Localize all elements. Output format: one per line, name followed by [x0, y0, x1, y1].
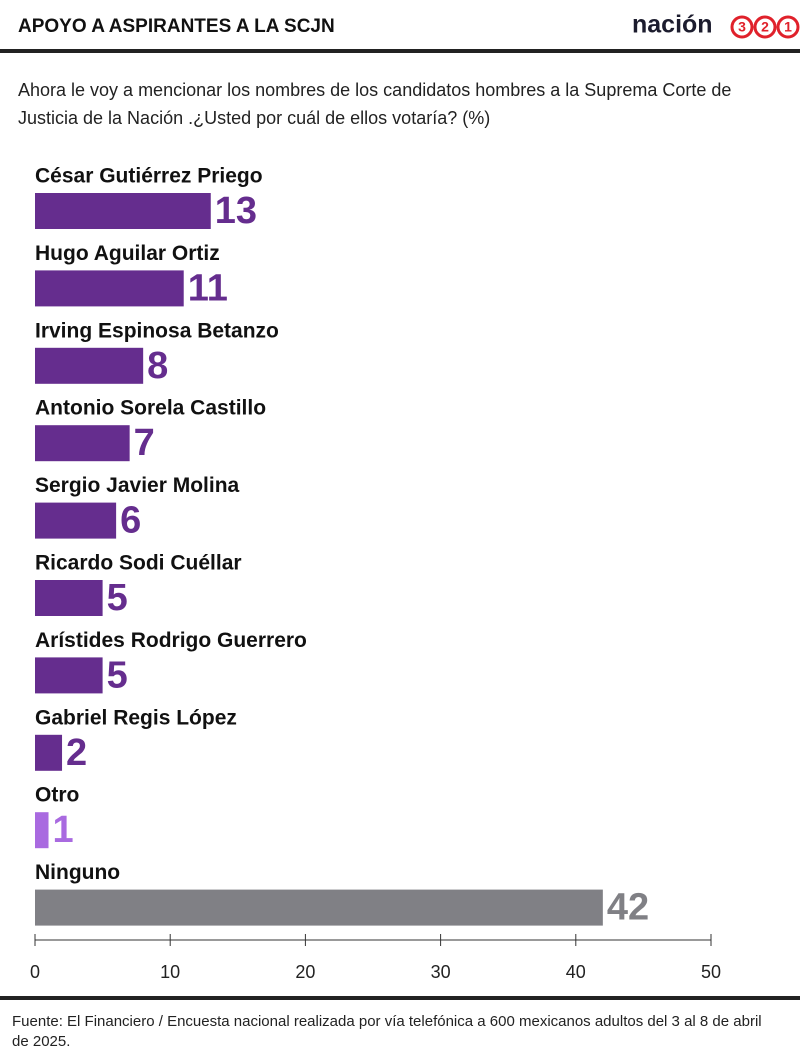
logo-digit: 1 [784, 19, 792, 35]
logo-text: nación [632, 11, 713, 39]
x-tick-label: 0 [30, 962, 40, 982]
logo: nación 3 2 1 [632, 11, 800, 39]
value-label: 2 [66, 732, 87, 774]
logo-digit: 2 [761, 19, 769, 35]
logo-circle [776, 15, 800, 39]
bar [35, 657, 103, 694]
bar [35, 270, 184, 307]
category-label: Irving Espinosa Betanzo [35, 319, 279, 342]
x-tick-label: 30 [431, 962, 451, 982]
value-label: 5 [107, 577, 128, 619]
bar [35, 347, 144, 384]
value-label: 11 [188, 267, 228, 309]
category-label: César Gutiérrez Priego [35, 165, 263, 188]
category-label: Sergio Javier Molina [35, 474, 240, 497]
value-label: 6 [120, 500, 141, 542]
logo-circle [730, 15, 754, 39]
category-label: Ricardo Sodi Cuéllar [35, 552, 242, 575]
bar [35, 734, 63, 771]
bar [35, 889, 603, 926]
bar [35, 812, 49, 849]
category-label: Ninguno [35, 861, 120, 884]
value-label: 7 [134, 422, 155, 464]
header-title: APOYO A ASPIRANTES A LA SCJN [18, 16, 335, 37]
logo-circle [753, 15, 777, 39]
x-tick-label: 50 [701, 962, 721, 982]
logo-digit: 3 [738, 19, 746, 35]
x-tick-label: 40 [566, 962, 586, 982]
category-label: Antonio Sorela Castillo [35, 397, 266, 420]
value-label: 42 [607, 887, 649, 929]
category-label: Hugo Aguilar Ortiz [35, 242, 220, 265]
value-label: 1 [53, 809, 74, 851]
chart-subtitle: Ahora le voy a mencionar los nombres de … [18, 80, 732, 128]
value-label: 5 [107, 654, 128, 696]
category-label: Gabriel Regis López [35, 706, 237, 729]
bar [35, 193, 211, 229]
category-label: Arístides Rodrigo Guerrero [35, 629, 307, 652]
x-tick-label: 10 [160, 962, 180, 982]
bar [35, 425, 130, 462]
header-rule [0, 49, 800, 53]
category-label: Otro [35, 784, 79, 807]
bar [35, 502, 117, 539]
x-tick-label: 20 [295, 962, 315, 982]
footer-source: Fuente: El Financiero / Encuesta naciona… [12, 1013, 762, 1050]
value-label: 8 [147, 345, 168, 387]
value-label: 13 [215, 190, 257, 232]
bar [35, 580, 103, 616]
footer-rule [0, 996, 800, 1000]
